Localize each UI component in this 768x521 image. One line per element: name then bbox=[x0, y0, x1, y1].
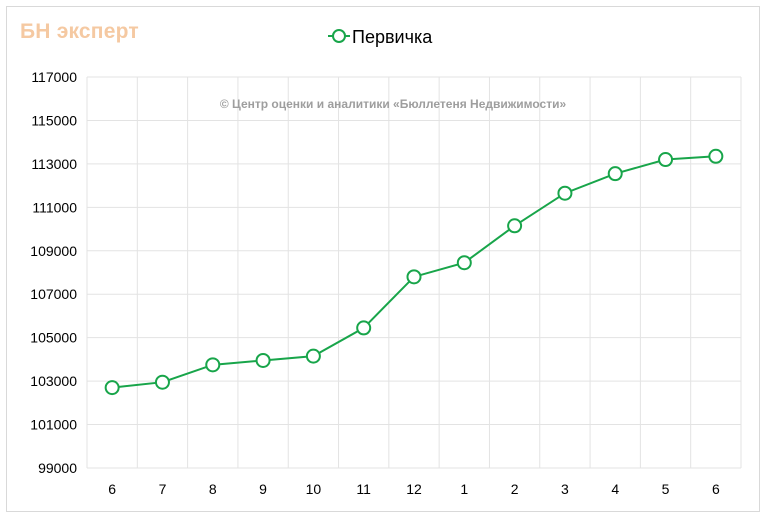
x-tick-label: 10 bbox=[306, 481, 322, 497]
legend: Первичка bbox=[328, 27, 433, 47]
x-tick-label: 11 bbox=[356, 481, 371, 497]
x-tick-label: 4 bbox=[611, 481, 619, 497]
chart-frame bbox=[6, 6, 760, 512]
y-tick-label: 109000 bbox=[30, 243, 77, 259]
x-tick-label: 9 bbox=[259, 481, 267, 497]
y-tick-label: 99000 bbox=[38, 460, 77, 476]
x-tick-label: 3 bbox=[561, 481, 569, 497]
x-tick-label: 7 bbox=[159, 481, 167, 497]
y-axis-ticks: 99000 101000 103000 105000 107000 109000 11100… bbox=[30, 69, 77, 476]
data-point bbox=[708, 148, 724, 164]
x-axis-ticks: 6 7 8 9 10 11 12 1 2 3 4 5 6 bbox=[108, 481, 720, 497]
data-point bbox=[607, 166, 623, 182]
data-point bbox=[255, 352, 271, 368]
y-tick-label: 103000 bbox=[30, 373, 77, 389]
data-point bbox=[557, 185, 573, 201]
legend-marker bbox=[332, 29, 346, 43]
x-tick-label: 6 bbox=[108, 481, 116, 497]
x-tick-label: 8 bbox=[209, 481, 217, 497]
x-tick-label: 2 bbox=[511, 481, 519, 497]
y-tick-label: 107000 bbox=[30, 286, 77, 302]
data-point bbox=[658, 152, 674, 168]
data-point bbox=[205, 357, 221, 373]
series-group bbox=[104, 148, 724, 396]
x-tick-label: 5 bbox=[662, 481, 670, 497]
x-tick-label: 6 bbox=[712, 481, 720, 497]
y-tick-label: 115000 bbox=[31, 112, 77, 128]
data-point bbox=[305, 348, 321, 364]
y-tick-label: 111000 bbox=[32, 199, 77, 215]
y-tick-label: 113000 bbox=[31, 156, 77, 172]
y-tick-label: 105000 bbox=[30, 330, 77, 346]
data-point bbox=[406, 269, 422, 285]
data-point bbox=[456, 255, 472, 271]
x-tick-label: 12 bbox=[406, 481, 422, 497]
x-tick-label: 1 bbox=[460, 481, 468, 497]
data-point bbox=[154, 374, 170, 390]
watermark-text: © Центр оценки и аналитики «Бюллетеня Не… bbox=[220, 97, 567, 111]
data-point bbox=[507, 218, 523, 234]
y-tick-label: 101000 bbox=[30, 417, 77, 433]
data-point bbox=[104, 380, 120, 396]
chart-grid bbox=[86, 76, 742, 469]
data-point bbox=[356, 320, 372, 336]
legend-label: Первичка bbox=[352, 27, 433, 47]
y-tick-label: 117000 bbox=[31, 69, 77, 85]
brand-logo: БН эксперт bbox=[20, 20, 139, 43]
